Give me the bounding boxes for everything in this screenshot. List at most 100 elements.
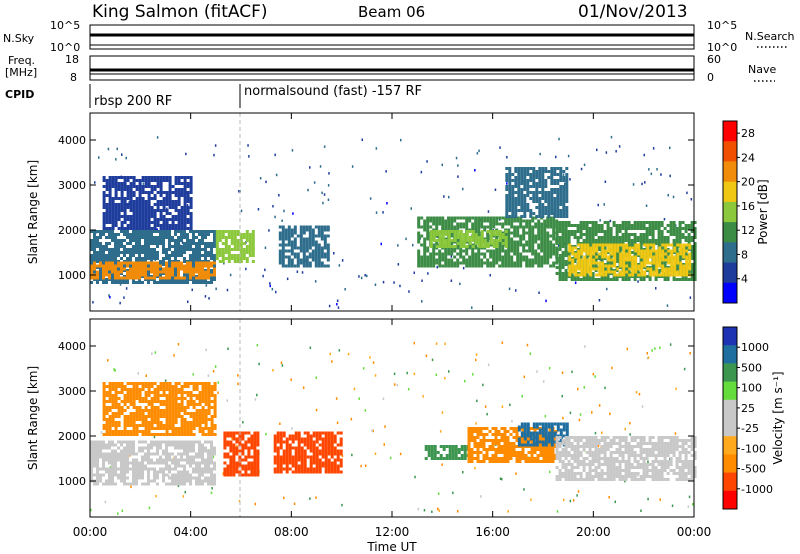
scatter-cell [296,270,299,273]
data-cell [120,385,124,388]
data-cell [534,234,538,238]
data-cell [156,261,159,265]
data-cell [123,197,127,200]
data-cell [471,255,475,259]
scatter-cell [624,479,626,483]
data-cell [651,236,655,239]
scatter-cell [644,181,646,184]
data-cell [486,261,490,265]
data-cell [640,255,644,259]
data-cell [498,233,502,236]
data-cell [156,203,160,206]
data-cell [162,281,165,284]
data-cell [108,446,111,450]
data-cell [93,230,96,233]
data-cell [105,182,109,185]
nsearch-tick-bottom: 10^0 [707,41,737,54]
data-cell [111,415,115,418]
data-cell [159,443,162,447]
scatter-cell [604,386,606,390]
data-cell [177,452,180,456]
data-cell [207,452,210,456]
data-cell [507,258,511,262]
data-cell [673,246,677,250]
data-cell [120,185,124,188]
data-cell [207,458,210,462]
data-cell [201,236,204,239]
data-cell [435,219,439,223]
data-cell [657,269,661,272]
data-cell [660,224,664,227]
data-cell [523,206,527,209]
data-cell [198,470,201,474]
data-cell [147,224,151,227]
data-cell [195,230,198,233]
data-cell [120,406,124,409]
data-cell [144,191,148,194]
data-cell [597,239,601,242]
scatter-cell [438,509,440,512]
data-cell [105,455,108,459]
data-cell [108,218,112,221]
data-cell [135,418,139,421]
data-cell [630,251,634,254]
data-cell [93,242,96,245]
data-cell [180,446,183,450]
data-cell [420,255,424,259]
data-cell [299,228,303,232]
scatter-cell [283,496,285,500]
data-cell [559,179,563,182]
scatter-cell [268,229,270,232]
data-cell [663,278,667,281]
data-cell [117,242,120,245]
data-cell [123,239,126,242]
data-cell [426,246,430,250]
data-cell [553,191,557,194]
data-cell [438,233,442,236]
data-cell [618,236,622,239]
data-cell [441,222,445,226]
data-cell [640,249,644,253]
data-cell [213,482,216,486]
data-cell [480,222,484,226]
data-cell [639,278,643,281]
data-cell [168,452,171,456]
data-cell [210,281,213,284]
data-cell [574,270,578,274]
data-cell [513,243,517,247]
data-cell [628,249,632,253]
data-cell [287,258,291,262]
data-cell [126,464,129,468]
data-cell [111,248,114,251]
data-cell [150,479,153,483]
data-cell [230,248,234,251]
data-cell [561,254,565,257]
data-cell [552,234,556,238]
data-cell [171,476,174,480]
data-cell [174,479,177,483]
data-cell [213,452,216,456]
data-cell [117,261,120,265]
data-cell [144,176,148,179]
data-cell [640,270,644,274]
data-cell [198,233,201,236]
data-cell [559,191,563,194]
data-cell [189,218,193,221]
data-cell [135,251,138,254]
data-cell [123,418,127,421]
data-cell [477,219,481,223]
data-cell [486,249,490,253]
data-cell [102,233,105,236]
data-cell [129,224,133,227]
data-cell [658,258,662,262]
data-cell [290,261,294,265]
scatter-cell [142,182,145,185]
data-cell [150,248,153,251]
data-cell [153,227,157,230]
data-cell [236,230,240,233]
data-cell [598,252,602,256]
data-cell [529,191,533,194]
data-cell [144,455,147,459]
data-cell [607,249,611,253]
data-cell [141,400,145,403]
